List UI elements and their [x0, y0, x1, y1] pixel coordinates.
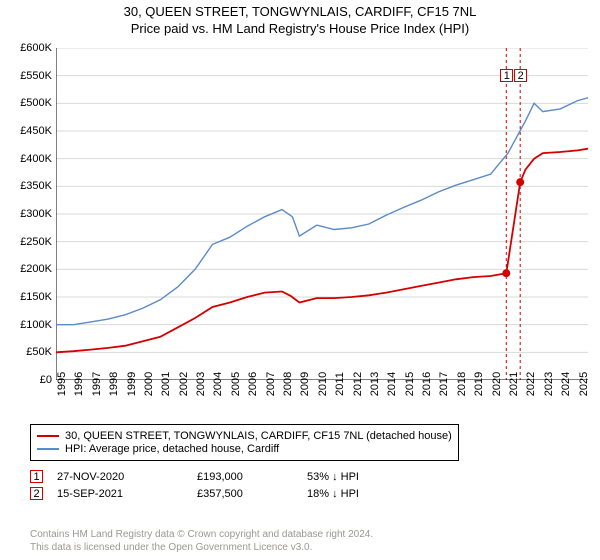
- x-tick-label: 2019: [473, 372, 485, 396]
- event-marker-label: 1: [500, 69, 513, 82]
- event-badge: 1: [30, 470, 43, 483]
- y-tick-label: £550K: [20, 70, 52, 82]
- y-tick-label: £600K: [20, 42, 52, 54]
- x-tick-label: 2002: [178, 372, 190, 396]
- x-tick-label: 2020: [491, 372, 503, 396]
- event-delta: 53% ↓ HPI: [307, 471, 359, 483]
- x-tick-label: 1998: [108, 372, 120, 396]
- x-tick-label: 2010: [317, 372, 329, 396]
- x-tick-label: 2015: [404, 372, 416, 396]
- legend-swatch: [37, 448, 59, 450]
- legend-swatch: [37, 435, 59, 437]
- event-marker-label: 2: [514, 69, 527, 82]
- y-tick-label: £450K: [20, 125, 52, 137]
- x-tick-label: 2005: [230, 372, 242, 396]
- x-tick-label: 2001: [160, 372, 172, 396]
- event-delta: 18% ↓ HPI: [307, 488, 359, 500]
- event-badge: 2: [30, 487, 43, 500]
- x-tick-label: 2007: [265, 372, 277, 396]
- x-tick-label: 2014: [386, 372, 398, 396]
- legend-label: 30, QUEEN STREET, TONGWYNLAIS, CARDIFF, …: [65, 430, 452, 442]
- event-date: 15-SEP-2021: [57, 488, 197, 500]
- x-tick-label: 2013: [369, 372, 381, 396]
- event-price: £193,000: [197, 471, 307, 483]
- event-table: 1 27-NOV-2020£193,00053% ↓ HPI 2 15-SEP-202…: [30, 466, 359, 504]
- y-tick-label: £250K: [20, 236, 52, 248]
- legend-item: 30, QUEEN STREET, TONGWYNLAIS, CARDIFF, …: [37, 430, 452, 442]
- y-tick-label: £300K: [20, 208, 52, 220]
- y-tick-label: £200K: [20, 263, 52, 275]
- footer-attribution: Contains HM Land Registry data © Crown c…: [30, 529, 373, 554]
- chart-plot-area: £0£50K£100K£150K£200K£250K£300K£350K£400…: [56, 48, 588, 380]
- chart-title-2: Price paid vs. HM Land Registry's House …: [0, 21, 600, 36]
- chart-legend: 30, QUEEN STREET, TONGWYNLAIS, CARDIFF, …: [30, 424, 459, 461]
- x-tick-label: 1997: [91, 372, 103, 396]
- x-tick-label: 2024: [560, 372, 572, 396]
- x-tick-label: 2006: [247, 372, 259, 396]
- x-tick-label: 2012: [352, 372, 364, 396]
- x-tick-label: 2004: [212, 372, 224, 396]
- x-tick-label: 1995: [56, 372, 68, 396]
- x-tick-label: 2011: [334, 372, 346, 396]
- x-tick-label: 2017: [438, 372, 450, 396]
- legend-item: HPI: Average price, detached house, Card…: [37, 443, 452, 455]
- y-tick-label: £50K: [26, 346, 52, 358]
- x-tick-label: 2023: [543, 372, 555, 396]
- x-tick-label: 2022: [525, 372, 537, 396]
- footer-line-2: This data is licensed under the Open Gov…: [30, 542, 373, 555]
- chart-title-1: 30, QUEEN STREET, TONGWYNLAIS, CARDIFF, …: [0, 4, 600, 19]
- x-tick-label: 1996: [73, 372, 85, 396]
- event-row: 1 27-NOV-2020£193,00053% ↓ HPI: [30, 470, 359, 483]
- event-price: £357,500: [197, 488, 307, 500]
- y-tick-label: £350K: [20, 180, 52, 192]
- event-row: 2 15-SEP-2021£357,50018% ↓ HPI: [30, 487, 359, 500]
- x-tick-label: 2016: [421, 372, 433, 396]
- x-tick-label: 1999: [126, 372, 138, 396]
- legend-label: HPI: Average price, detached house, Card…: [65, 443, 279, 455]
- x-tick-label: 2000: [143, 372, 155, 396]
- x-tick-label: 2003: [195, 372, 207, 396]
- y-tick-label: £0: [40, 374, 52, 386]
- y-tick-label: £100K: [20, 319, 52, 331]
- y-tick-label: £500K: [20, 97, 52, 109]
- y-tick-label: £150K: [20, 291, 52, 303]
- x-tick-label: 2021: [508, 372, 520, 396]
- event-date: 27-NOV-2020: [57, 471, 197, 483]
- x-tick-label: 2018: [456, 372, 468, 396]
- y-tick-label: £400K: [20, 153, 52, 165]
- x-tick-label: 2025: [578, 372, 590, 396]
- x-tick-label: 2009: [299, 372, 311, 396]
- footer-line-1: Contains HM Land Registry data © Crown c…: [30, 529, 373, 542]
- x-tick-label: 2008: [282, 372, 294, 396]
